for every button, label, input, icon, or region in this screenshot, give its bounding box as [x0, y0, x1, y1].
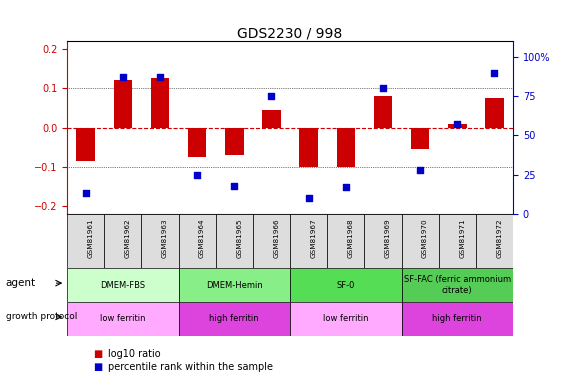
Bar — [485, 98, 504, 128]
Bar — [150, 78, 169, 128]
Text: GSM81968: GSM81968 — [347, 218, 354, 258]
Text: GSM81961: GSM81961 — [87, 218, 93, 258]
Bar — [178, 302, 290, 336]
Text: ■: ■ — [93, 350, 103, 359]
Bar — [253, 214, 290, 268]
Bar — [336, 128, 355, 167]
Text: GSM81971: GSM81971 — [459, 218, 465, 258]
Text: log10 ratio: log10 ratio — [108, 350, 160, 359]
Bar — [141, 214, 178, 268]
Text: high ferritin: high ferritin — [433, 314, 482, 323]
Bar — [374, 96, 392, 128]
Bar — [402, 214, 438, 268]
Bar — [476, 214, 513, 268]
Point — [267, 93, 276, 99]
Point — [192, 171, 202, 177]
Bar — [402, 268, 513, 302]
Bar — [67, 268, 178, 302]
Title: GDS2230 / 998: GDS2230 / 998 — [237, 26, 343, 40]
Bar — [290, 302, 402, 336]
Bar — [114, 81, 132, 128]
Text: low ferritin: low ferritin — [323, 314, 368, 323]
Bar — [290, 214, 327, 268]
Text: GSM81969: GSM81969 — [385, 218, 391, 258]
Text: GSM81962: GSM81962 — [125, 218, 131, 258]
Text: low ferritin: low ferritin — [100, 314, 146, 323]
Text: DMEM-Hemin: DMEM-Hemin — [206, 280, 263, 290]
Point — [118, 74, 128, 80]
Point — [155, 74, 164, 80]
Text: SF-0: SF-0 — [336, 280, 355, 290]
Point — [81, 190, 90, 196]
Bar — [411, 128, 430, 149]
Bar — [104, 214, 141, 268]
Bar — [290, 268, 402, 302]
Text: high ferritin: high ferritin — [209, 314, 259, 323]
Bar — [216, 214, 253, 268]
Text: SF-FAC (ferric ammonium
citrate): SF-FAC (ferric ammonium citrate) — [404, 275, 511, 295]
Point — [378, 85, 388, 91]
Bar — [262, 110, 281, 128]
Bar — [448, 124, 466, 128]
Bar — [299, 128, 318, 167]
Point — [416, 167, 425, 173]
Text: GSM81964: GSM81964 — [199, 218, 205, 258]
Bar — [225, 128, 244, 155]
Point — [341, 184, 350, 190]
Point — [490, 70, 499, 76]
Text: growth protocol: growth protocol — [6, 312, 77, 321]
Text: GSM81966: GSM81966 — [273, 218, 279, 258]
Bar — [364, 214, 402, 268]
Bar — [188, 128, 206, 157]
Bar — [178, 214, 216, 268]
Bar — [402, 302, 513, 336]
Text: agent: agent — [6, 278, 36, 288]
Text: GSM81963: GSM81963 — [162, 218, 168, 258]
Text: DMEM-FBS: DMEM-FBS — [100, 280, 145, 290]
Bar — [327, 214, 364, 268]
Point — [230, 183, 239, 189]
Point — [304, 195, 313, 201]
Text: ■: ■ — [93, 362, 103, 372]
Bar — [67, 302, 178, 336]
Text: GSM81967: GSM81967 — [311, 218, 317, 258]
Bar — [67, 214, 104, 268]
Bar — [178, 268, 290, 302]
Point — [452, 122, 462, 128]
Text: GSM81970: GSM81970 — [422, 218, 428, 258]
Text: GSM81972: GSM81972 — [496, 218, 503, 258]
Bar — [438, 214, 476, 268]
Bar — [76, 128, 95, 161]
Text: GSM81965: GSM81965 — [236, 218, 242, 258]
Text: percentile rank within the sample: percentile rank within the sample — [108, 362, 273, 372]
